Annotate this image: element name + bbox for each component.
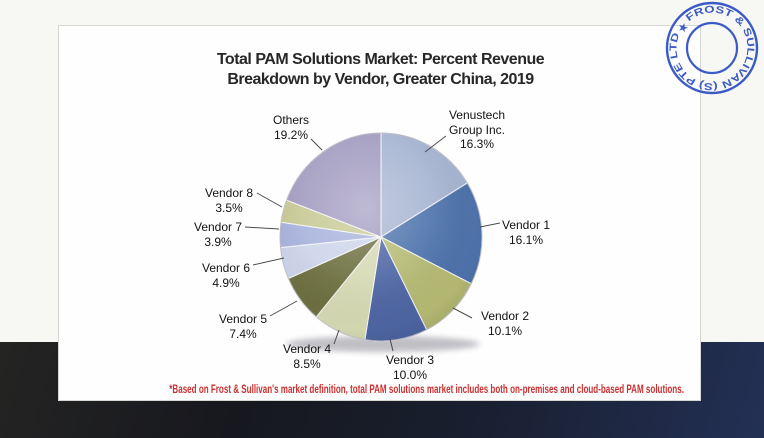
pie-label: Vendor 8 3.5% — [205, 186, 253, 215]
stamp-outer-circle — [665, 1, 759, 95]
pie-label-value: 4.9% — [212, 275, 240, 290]
footnote: *Based on Frost & Sullivan's market defi… — [59, 380, 702, 398]
footnote-text: *Based on Frost & Sullivan's market defi… — [169, 384, 684, 396]
pie-label-value: 3.5% — [215, 200, 243, 215]
leader-line-4 — [333, 329, 340, 345]
leader-line-9 — [310, 138, 323, 151]
frost-sullivan-stamp: FROST & SULLIVAN (S) PTE LTD ★ — [665, 1, 759, 95]
leader-line-2 — [452, 307, 473, 319]
pie-label: Venustech Group Inc. 16.3% — [444, 108, 510, 152]
leader-line-0 — [424, 135, 447, 153]
stamp-arc-text: FROST & SULLIVAN (S) PTE LTD — [668, 4, 755, 91]
pie-label-value: 10.0% — [392, 367, 428, 382]
pie-label-value: 3.9% — [204, 234, 232, 249]
leader-line-6 — [252, 257, 285, 266]
pie-label-value: 7.4% — [229, 326, 257, 341]
pie-label-name: Vendor 6 — [201, 261, 251, 275]
chart-title-line2: Breakdown by Vendor, Greater China, 2019 — [227, 71, 534, 88]
pie-label-name: Others — [272, 113, 310, 127]
pie-label-value: 16.3% — [459, 137, 495, 151]
pie-label-name: Vendor 8 — [204, 186, 254, 200]
pie-label-name: Venustech Group Inc. — [448, 108, 506, 137]
leader-line-8 — [256, 192, 283, 208]
pie-label: Vendor 4 8.5% — [283, 342, 331, 371]
pie-label: Vendor 6 4.9% — [202, 261, 250, 290]
pie-label-value: 16.1% — [508, 232, 544, 247]
pie-label-name: Vendor 5 — [218, 312, 268, 326]
pie-label: Vendor 2 10.1% — [481, 309, 529, 338]
leader-line-7 — [244, 226, 280, 230]
pie-label: Others 19.2% — [273, 113, 309, 142]
pie-label: Vendor 5 7.4% — [219, 312, 267, 341]
pie-label-value: 8.5% — [293, 356, 321, 371]
chart-title: Total PAM Solutions Market: Percent Reve… — [59, 50, 702, 90]
pie-label-value: 19.2% — [273, 127, 309, 142]
pie-label-value: 10.1% — [487, 323, 523, 338]
pie-label-name: Vendor 4 — [282, 342, 332, 356]
pie-label-name: Vendor 7 — [193, 220, 243, 234]
stamp-inner-circle — [685, 21, 739, 75]
pie-label-name: Vendor 2 — [480, 309, 530, 323]
pie-label: Vendor 7 3.9% — [194, 220, 242, 249]
pie-label: Vendor 3 10.0% — [386, 353, 434, 382]
leader-line-1 — [479, 222, 501, 228]
leader-line-5 — [269, 300, 298, 317]
pie-label-name: Vendor 1 — [501, 218, 551, 232]
pie-outline — [279, 132, 483, 342]
leader-line-3 — [389, 338, 394, 352]
chart-title-line1: Total PAM Solutions Market: Percent Reve… — [216, 51, 545, 68]
pie-label-name: Vendor 3 — [385, 353, 435, 367]
pie-label: Vendor 1 16.1% — [502, 218, 550, 247]
